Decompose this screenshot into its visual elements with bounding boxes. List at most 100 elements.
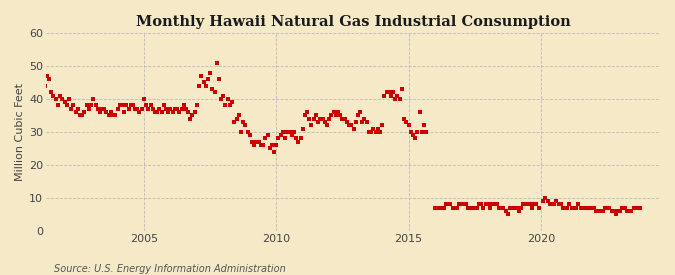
Point bbox=[267, 143, 277, 147]
Point bbox=[372, 126, 383, 131]
Point bbox=[306, 123, 317, 127]
Point bbox=[46, 90, 57, 95]
Point bbox=[394, 97, 405, 101]
Point bbox=[379, 94, 389, 98]
Point bbox=[452, 205, 462, 210]
Point bbox=[448, 205, 458, 210]
Point bbox=[187, 113, 198, 117]
Point bbox=[421, 130, 432, 134]
Point bbox=[599, 205, 610, 210]
Point bbox=[556, 202, 566, 207]
Point bbox=[344, 123, 354, 127]
Point bbox=[227, 100, 238, 104]
Point bbox=[101, 110, 112, 114]
Point bbox=[107, 113, 118, 117]
Point bbox=[458, 202, 469, 207]
Point bbox=[183, 110, 194, 114]
Point bbox=[634, 205, 645, 210]
Point bbox=[70, 110, 81, 114]
Point bbox=[59, 100, 70, 104]
Point bbox=[622, 209, 632, 213]
Point bbox=[194, 84, 205, 88]
Point bbox=[132, 106, 143, 111]
Point bbox=[335, 113, 346, 117]
Point bbox=[438, 205, 449, 210]
Point bbox=[128, 103, 138, 108]
Point bbox=[520, 202, 531, 207]
Point bbox=[558, 205, 568, 210]
Point bbox=[95, 110, 105, 114]
Point bbox=[63, 97, 74, 101]
Point bbox=[84, 106, 95, 111]
Point bbox=[399, 116, 410, 121]
Point bbox=[478, 205, 489, 210]
Point bbox=[595, 209, 606, 213]
Point bbox=[79, 110, 90, 114]
Point bbox=[55, 94, 65, 98]
Point bbox=[401, 120, 412, 124]
Point bbox=[551, 199, 562, 203]
Point bbox=[167, 110, 178, 114]
Point bbox=[207, 87, 217, 91]
Point bbox=[580, 205, 591, 210]
Point bbox=[99, 106, 109, 111]
Point bbox=[628, 205, 639, 210]
Point bbox=[37, 87, 48, 91]
Point bbox=[48, 94, 59, 98]
Point bbox=[405, 130, 416, 134]
Point bbox=[410, 136, 421, 141]
Point bbox=[587, 205, 597, 210]
Point bbox=[258, 143, 269, 147]
Point bbox=[430, 205, 441, 210]
Point bbox=[608, 209, 619, 213]
Point bbox=[313, 120, 323, 124]
Point bbox=[57, 97, 68, 101]
Point bbox=[161, 106, 171, 111]
Point bbox=[200, 84, 211, 88]
Point bbox=[300, 113, 310, 117]
Point bbox=[152, 110, 163, 114]
Point bbox=[620, 205, 630, 210]
Point bbox=[202, 77, 213, 81]
Point bbox=[236, 130, 246, 134]
Point bbox=[328, 110, 339, 114]
Point bbox=[364, 130, 375, 134]
Point bbox=[339, 116, 350, 121]
Point bbox=[308, 116, 319, 121]
Point bbox=[370, 130, 381, 134]
Point bbox=[566, 205, 577, 210]
Point bbox=[171, 106, 182, 111]
Point bbox=[220, 103, 231, 108]
Point bbox=[298, 126, 308, 131]
Point bbox=[533, 205, 544, 210]
Point bbox=[601, 205, 612, 210]
Point bbox=[97, 106, 107, 111]
Point bbox=[361, 120, 372, 124]
Point bbox=[432, 205, 443, 210]
Point bbox=[504, 205, 515, 210]
Point bbox=[465, 205, 476, 210]
Point bbox=[615, 209, 626, 213]
Point bbox=[242, 130, 253, 134]
Point bbox=[456, 202, 467, 207]
Point bbox=[418, 123, 429, 127]
Point bbox=[39, 84, 50, 88]
Point bbox=[140, 103, 151, 108]
Point bbox=[632, 205, 643, 210]
Point bbox=[251, 139, 262, 144]
Point bbox=[445, 202, 456, 207]
Point bbox=[547, 202, 558, 207]
Point bbox=[269, 149, 279, 154]
Point bbox=[403, 123, 414, 127]
Point bbox=[518, 202, 529, 207]
Point bbox=[114, 103, 125, 108]
Point bbox=[192, 103, 202, 108]
Point bbox=[286, 133, 297, 137]
Point bbox=[154, 106, 165, 111]
Point bbox=[315, 116, 326, 121]
Point bbox=[564, 202, 575, 207]
Point bbox=[589, 205, 599, 210]
Point bbox=[366, 130, 377, 134]
Point bbox=[509, 205, 520, 210]
Point bbox=[463, 205, 474, 210]
